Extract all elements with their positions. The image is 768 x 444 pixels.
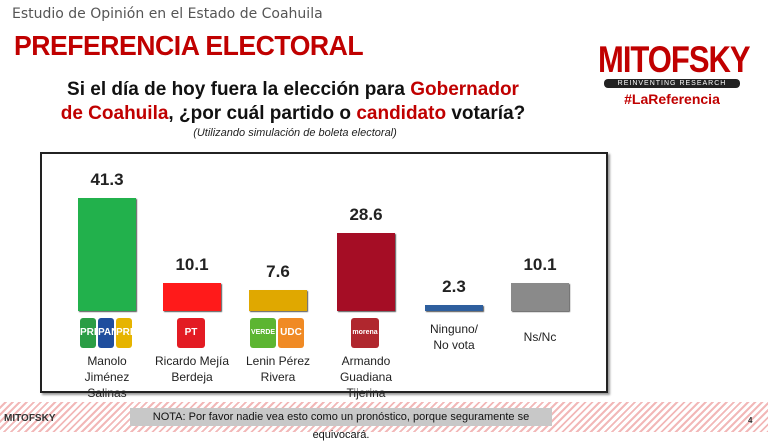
logo-hashtag: #LaReferencia: [624, 91, 720, 107]
prd-party-logo-icon: PRD: [116, 318, 137, 348]
pt-party-logo-icon: PT: [177, 318, 205, 348]
study-subtitle: Estudio de Opinión en el Estado de Coahu…: [12, 6, 323, 22]
q-part: , ¿por cuál partido o: [168, 103, 357, 124]
bar: [337, 232, 395, 311]
footer-note: NOTA: Por favor nadie vea esto como un p…: [130, 408, 552, 441]
q-highlight: candidato: [356, 103, 447, 124]
bar: [249, 290, 307, 311]
data-label: 28.6: [349, 204, 383, 224]
bar: [163, 283, 221, 311]
logo-name: MITOFSKY: [598, 38, 751, 81]
category-label: Lenin Pérez Rivera: [245, 354, 311, 384]
page-title: PREFERENCIA ELECTORAL: [14, 30, 364, 61]
bar: [511, 283, 569, 311]
question: Si el día de hoy fuera la elección para …: [58, 78, 528, 126]
category-label: Ricardo Mejía Berdeja: [154, 354, 230, 384]
category-label: Armando Guadiana Tijerina: [339, 354, 393, 400]
verde-party-logo-icon: VERDE: [250, 318, 276, 348]
category-label: Manolo Jiménez Salinas: [84, 354, 130, 400]
category-label: Ninguno/ No vota: [429, 322, 479, 352]
category-label: Ns/Nc: [523, 330, 557, 344]
logo-tagline: REINVENTING RESEARCH: [604, 79, 740, 88]
simulation-note: (Utilizando simulación de boleta elector…: [193, 127, 397, 139]
bar: [425, 304, 483, 311]
data-label: 10.1: [175, 255, 209, 275]
pri-party-logo-icon: PRI: [80, 318, 97, 348]
data-label: 41.3: [90, 170, 124, 189]
udc-party-logo-icon: UDC: [278, 318, 304, 348]
bar: [78, 198, 136, 311]
bar-chart: 41.3 PRI PAN PRD Manolo Jiménez Salinas 10.1 P…: [40, 152, 608, 400]
page-number: 4: [748, 416, 753, 425]
data-label: 2.3: [442, 276, 466, 296]
mitofsky-logo: MITOFSKY REINVENTING RESEARCH #LaReferen…: [598, 28, 751, 114]
q-part: votaría?: [446, 103, 526, 124]
data-label: 10.1: [523, 255, 557, 275]
morena-party-logo-icon: morena: [351, 318, 379, 348]
data-label: 7.6: [266, 262, 290, 282]
q-highlight: Gobernador de Coahuila: [60, 79, 519, 124]
pan-party-logo-icon: PAN: [98, 318, 118, 348]
footer-logo: MITOFSKY: [4, 413, 56, 424]
q-part: Si el día de hoy fuera la elección para: [67, 79, 411, 100]
